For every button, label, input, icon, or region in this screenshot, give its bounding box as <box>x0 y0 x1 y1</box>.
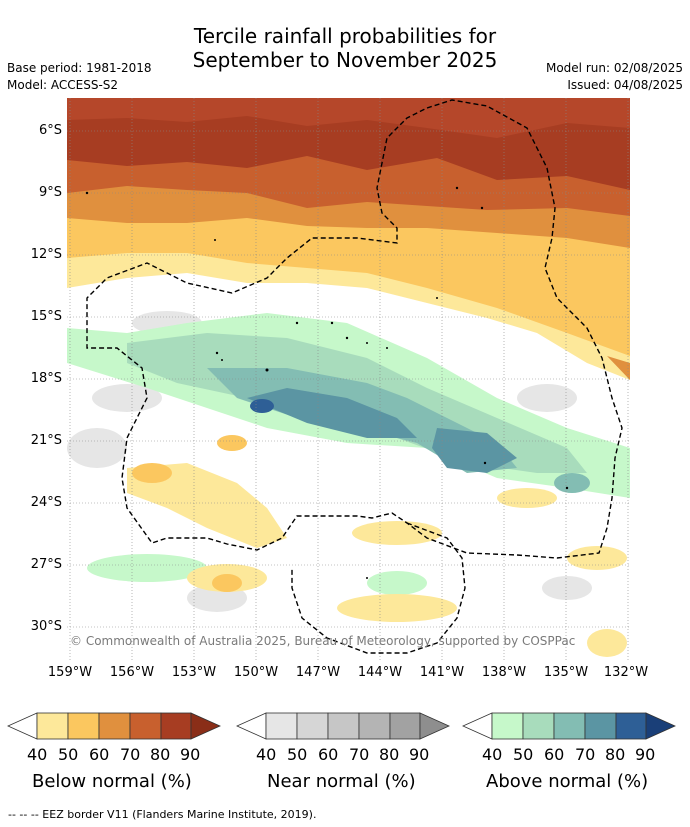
lon-label-135w: 135°W <box>543 665 589 680</box>
near-tick-70: 70 <box>349 745 370 764</box>
map-panel <box>67 98 630 660</box>
lat-label-24s: 24°S <box>30 495 62 510</box>
above-cb-seg-2 <box>522 712 555 740</box>
lat-label-15s: 15°S <box>30 309 62 324</box>
above-cb-seg-3 <box>553 712 586 740</box>
above-tick-60: 60 <box>544 745 565 764</box>
lat-label-12s: 12°S <box>30 247 62 262</box>
lon-label-138w: 138°W <box>481 665 527 680</box>
south-below-normal-patches <box>127 435 627 657</box>
above-tick-80: 80 <box>605 745 626 764</box>
below-cb-seg-3 <box>98 712 131 740</box>
base-period: Base period: 1981-2018 <box>7 61 152 75</box>
lon-label-153w: 153°W <box>171 665 217 680</box>
above-tick-90: 90 <box>635 745 656 764</box>
near-normal-colorbar <box>236 712 450 740</box>
below-normal-title: Below normal (%) <box>32 771 192 792</box>
above-cb-seg-5 <box>615 712 647 740</box>
below-cb-seg-1 <box>36 712 69 740</box>
below-cb-extend-low <box>7 712 38 740</box>
below-cb-seg-5 <box>160 712 192 740</box>
lon-label-132w: 132°W <box>603 665 649 680</box>
islands <box>85 186 569 579</box>
lat-label-18s: 18°S <box>30 371 62 386</box>
lon-label-141w: 141°W <box>419 665 465 680</box>
lat-label-6s: 6°S <box>38 123 62 138</box>
below-cb-seg-2 <box>67 712 100 740</box>
near-tick-90: 90 <box>409 745 430 764</box>
above-normal-region <box>67 313 630 595</box>
above-tick-50: 50 <box>513 745 534 764</box>
above-cb-seg-1 <box>491 712 524 740</box>
lon-label-144w: 144°W <box>357 665 403 680</box>
below-cb-extend-high <box>190 712 221 740</box>
below-normal-region <box>67 98 630 380</box>
near-cb-seg-2 <box>296 712 329 740</box>
near-tick-40: 40 <box>256 745 277 764</box>
near-cb-seg-5 <box>389 712 421 740</box>
lat-label-9s: 9°S <box>38 185 62 200</box>
above-tick-40: 40 <box>482 745 503 764</box>
lon-label-156w: 156°W <box>109 665 155 680</box>
near-tick-60: 60 <box>318 745 339 764</box>
below-tick-50: 50 <box>58 745 79 764</box>
lat-label-21s: 21°S <box>30 433 62 448</box>
lat-label-27s: 27°S <box>30 557 62 572</box>
lon-label-147w: 147°W <box>295 665 341 680</box>
lon-label-159w: 159°W <box>47 665 93 680</box>
map-title-line2: September to November 2025 <box>192 48 498 72</box>
graticule <box>67 98 630 660</box>
near-cb-extend-high <box>419 712 450 740</box>
above-cb-extend-high <box>645 712 676 740</box>
below-normal-colorbar <box>7 712 221 740</box>
above-cb-extend-low <box>462 712 493 740</box>
model-run: Model run: 02/08/2025 <box>545 61 683 75</box>
probability-map <box>67 98 630 660</box>
near-cb-extend-low <box>236 712 267 740</box>
near-cb-seg-1 <box>265 712 298 740</box>
above-normal-colorbar <box>462 712 676 740</box>
near-normal-title: Near normal (%) <box>267 771 416 792</box>
colorbars <box>7 712 676 740</box>
map-title-line1: Tercile rainfall probabilities for <box>193 24 497 48</box>
above-cb-seg-4 <box>584 712 617 740</box>
model-name: Model: ACCESS-S2 <box>7 78 119 92</box>
eez-legend-note: -- -- -- EEZ border V11 (Flanders Marine… <box>8 808 317 821</box>
above-tick-70: 70 <box>575 745 596 764</box>
below-tick-80: 80 <box>150 745 171 764</box>
below-tick-40: 40 <box>27 745 48 764</box>
lat-label-30s: 30°S <box>30 619 62 634</box>
below-tick-90: 90 <box>180 745 201 764</box>
copyright-notice: © Commonwealth of Australia 2025, Bureau… <box>70 634 576 648</box>
above-normal-title: Above normal (%) <box>486 771 649 792</box>
near-tick-50: 50 <box>287 745 308 764</box>
eez-border <box>86 99 623 654</box>
near-tick-80: 80 <box>379 745 400 764</box>
lon-label-150w: 150°W <box>233 665 279 680</box>
near-cb-seg-4 <box>358 712 391 740</box>
issued-date: Issued: 04/08/2025 <box>567 78 683 92</box>
below-cb-seg-4 <box>129 712 162 740</box>
below-tick-70: 70 <box>120 745 141 764</box>
below-tick-60: 60 <box>89 745 110 764</box>
near-cb-seg-3 <box>327 712 360 740</box>
